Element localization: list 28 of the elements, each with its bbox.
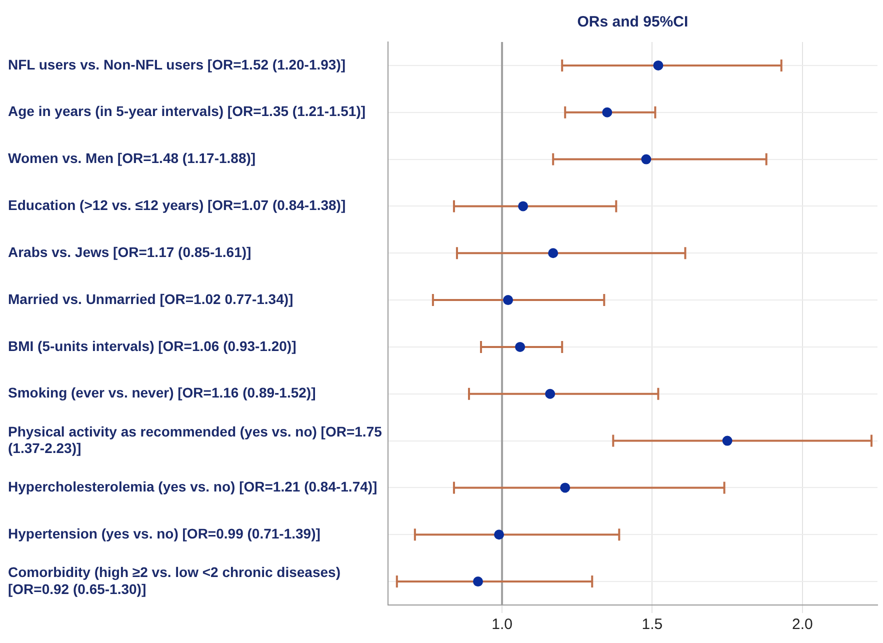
y-tick-label: Education (>12 vs. ≤12 years) [OR=1.07 (0.84-1.38)] bbox=[8, 197, 346, 214]
point bbox=[560, 482, 570, 493]
chart-title: ORs and 95%CI bbox=[577, 14, 688, 31]
point bbox=[515, 342, 526, 352]
y-tick-label: Married vs. Unmarried [OR=1.02 0.77-1.34)] bbox=[8, 290, 294, 307]
point bbox=[503, 295, 514, 306]
point bbox=[545, 388, 556, 399]
point bbox=[602, 107, 612, 118]
point bbox=[548, 248, 558, 258]
y-tick-label: BMI (5-units intervals) [OR=1.06 (0.93-1.20)] bbox=[8, 338, 296, 354]
point bbox=[473, 576, 484, 587]
y-tick-label: Physical activity as recommended (yes vs. no) [OR=1.75 (1.37-2.23)] bbox=[8, 423, 382, 456]
point bbox=[518, 201, 528, 212]
point bbox=[722, 436, 732, 446]
y-tick-label: Hypertension (yes vs. no) [OR=0.99 (0.71-1.39)] bbox=[8, 525, 320, 542]
y-tick-label: Hypercholesterolemia (yes vs. no) [OR=1.21 (0.84-1.74)] bbox=[8, 478, 378, 495]
y-tick-label: Women vs. Men [OR=1.48 (1.17-1.88)] bbox=[8, 150, 256, 166]
y-tick-label: NFL users vs. Non-NFL users [OR=1.52 (1.20-1.93)] bbox=[8, 56, 346, 72]
x-tick-label: 2.0 bbox=[792, 616, 813, 634]
y-tick-label: Age in years (in 5-year intervals) [OR=1.35 (1.21-1.51)] bbox=[8, 103, 366, 120]
point bbox=[494, 530, 504, 540]
y-tick-label: Arabs vs. Jews [OR=1.17 (0.85-1.61)] bbox=[8, 244, 252, 260]
y-tick-label: Smoking (ever vs. never) [OR=1.16 (0.89-1.52)] bbox=[8, 384, 316, 401]
point bbox=[641, 154, 652, 164]
x-tick-label: 1.5 bbox=[642, 616, 663, 634]
y-tick-label: Comorbidity (high ≥2 vs. low <2 chronic diseases) [OR=0.92 (0.65-1.30)] bbox=[8, 564, 340, 597]
x-tick-label: 1.0 bbox=[492, 616, 512, 634]
point bbox=[653, 60, 664, 70]
